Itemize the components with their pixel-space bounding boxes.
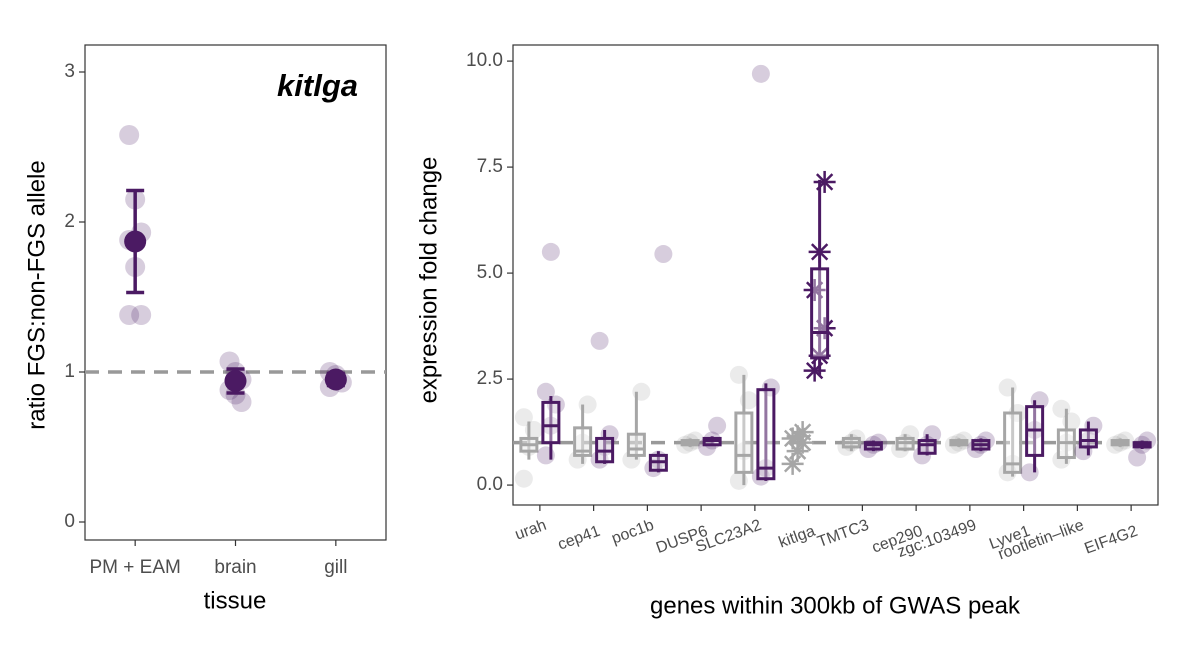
data-point — [590, 331, 609, 350]
x-tick-label: cep41 — [556, 523, 603, 554]
x-tick-label: poc1b — [609, 517, 656, 548]
box — [1078, 428, 1098, 449]
asterisk-stroke — [793, 423, 812, 441]
panel-frame — [512, 44, 1159, 506]
data-point — [654, 245, 673, 264]
mean-point — [224, 370, 247, 392]
y-axis-label: expression fold change — [415, 157, 442, 404]
x-tick-label: urah — [513, 517, 549, 544]
box — [917, 439, 937, 455]
x-tick-label: EIF4G2 — [1082, 523, 1140, 558]
y-tick-label: 0.0 — [477, 474, 503, 495]
x-tick-label: gill — [324, 557, 347, 578]
y-tick-label: 2.5 — [477, 368, 503, 389]
data-point — [514, 469, 533, 488]
x-tick-label: brain — [214, 557, 256, 578]
mean-point — [324, 368, 347, 391]
data-point — [219, 351, 240, 372]
box — [756, 388, 776, 481]
y-tick-label: 7.5 — [477, 156, 503, 177]
data-point — [231, 392, 252, 412]
data-point — [541, 242, 560, 261]
asterisk-point — [791, 421, 814, 444]
data-point — [119, 305, 140, 325]
y-tick-label: 5.0 — [477, 262, 503, 283]
asterisk-point — [813, 170, 836, 193]
x-tick-label: kitlga — [777, 523, 818, 552]
y-tick-label: 2 — [64, 211, 75, 232]
y-tick-label: 3 — [64, 61, 75, 82]
box — [626, 432, 646, 457]
box — [573, 426, 593, 457]
data-point — [119, 125, 140, 145]
x-tick-label: PM + EAM — [90, 557, 181, 578]
mean-point — [124, 230, 147, 253]
data-point — [708, 416, 727, 435]
box — [541, 400, 561, 445]
data-point — [1128, 448, 1147, 467]
x-tick-label: TMTC3 — [815, 517, 871, 551]
box — [1003, 411, 1023, 474]
y-tick-label: 10.0 — [466, 50, 503, 71]
y-axis-label: ratio FGS:non-FGS allele — [23, 160, 50, 429]
data-point — [751, 64, 770, 83]
y-tick-label: 0 — [64, 511, 75, 532]
x-axis-label: tissue — [204, 587, 267, 614]
box — [734, 411, 754, 474]
data-point — [131, 305, 152, 325]
box — [810, 267, 830, 360]
asterisk-point — [803, 359, 826, 382]
y-tick-label: 1 — [64, 361, 75, 382]
gene-annotation: kitlga — [277, 68, 358, 103]
x-axis-label: genes within 300kb of GWAS peak — [650, 592, 1021, 619]
